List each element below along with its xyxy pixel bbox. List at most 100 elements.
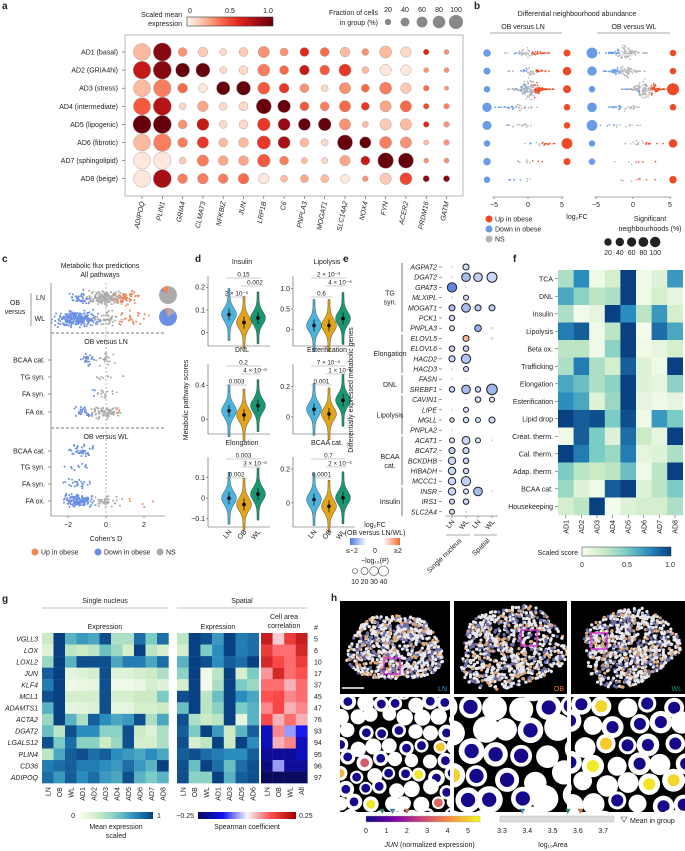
flux-point — [91, 501, 94, 504]
cell-outline — [344, 809, 357, 812]
cell-marker — [465, 633, 469, 637]
heatmap-cell — [122, 713, 135, 726]
cell-marker — [391, 659, 395, 664]
heatmap-cell — [122, 667, 135, 680]
cell-marker — [408, 656, 412, 661]
gene-label: PRDM16 — [418, 201, 431, 230]
flux-point — [105, 294, 108, 297]
flux-point — [117, 322, 120, 325]
cell-marker — [396, 652, 401, 656]
row-label: Housekeeping — [508, 504, 553, 511]
flux-point — [120, 313, 123, 316]
flux-point — [82, 297, 85, 300]
flux-point — [126, 296, 129, 299]
cell-marker — [542, 666, 546, 671]
dot — [320, 47, 330, 57]
flux-point — [107, 498, 110, 501]
heatmap-cell — [636, 427, 652, 446]
cell-marker — [401, 630, 405, 634]
group-label: DNL — [383, 382, 397, 389]
cell-marker — [431, 638, 435, 643]
neighbourhood-point — [615, 126, 618, 128]
flux-point — [80, 455, 83, 458]
significant-up-dot — [669, 67, 677, 75]
heatmap-cell — [76, 760, 89, 772]
cell-marker — [360, 669, 365, 674]
heatmap-cell — [212, 656, 224, 668]
cell-marker — [416, 653, 420, 657]
flux-point — [76, 312, 79, 315]
neighbourhood-point — [626, 68, 629, 71]
gene-label: PNPLA2 — [410, 428, 437, 435]
neighbourhood-point — [644, 92, 646, 95]
neighbourhood-point — [530, 86, 532, 89]
heatmap-cell — [558, 357, 574, 376]
colorbar-title: expression — [148, 21, 182, 28]
cell-marker — [537, 671, 542, 675]
colorbar-tick: 1.0 — [263, 8, 273, 15]
cell-marker — [529, 647, 534, 652]
heatmap-cell — [53, 771, 66, 784]
flux-point — [61, 317, 64, 320]
cell-marker — [548, 642, 552, 646]
dot — [132, 115, 152, 134]
heatmap-cell — [573, 357, 590, 376]
cell-marker — [356, 669, 361, 673]
heatmap-cell — [65, 644, 77, 657]
significant-down-dot — [588, 158, 596, 165]
gene-count: 37 — [314, 682, 322, 689]
cell-marker — [436, 664, 441, 668]
cell-marker — [554, 642, 558, 646]
flux-point — [81, 485, 84, 488]
neighbourhood-point — [533, 96, 536, 99]
neighbourhood-point — [552, 142, 554, 145]
heatmap-cell — [235, 771, 248, 784]
heatmap-cell — [76, 633, 89, 645]
neighbourhood-point — [537, 92, 540, 94]
neighbourhood-point — [543, 144, 545, 147]
gene-dot — [486, 271, 498, 283]
cell-marker — [438, 647, 442, 652]
flux-point — [107, 297, 110, 300]
gene-dot — [465, 378, 467, 381]
heatmap-cell — [134, 748, 146, 761]
cell-marker — [385, 617, 389, 621]
heatmap-cell — [177, 760, 189, 772]
column-label: OB — [192, 787, 199, 797]
flux-point — [118, 320, 121, 323]
size-legend-tick: 60 — [628, 250, 636, 257]
flux-point — [93, 408, 96, 411]
y-tick-label: 0 — [286, 414, 290, 421]
cell-marker — [390, 654, 394, 658]
heatmap-cell — [65, 760, 77, 772]
cell-expression-dot — [425, 697, 435, 706]
cell-marker — [529, 633, 533, 637]
neighbourhood-point — [526, 177, 528, 180]
neighbourhood-point — [528, 50, 531, 53]
gene-count: 10 — [314, 659, 322, 666]
neighbourhood-point — [529, 80, 532, 83]
heatmap-cell — [667, 322, 683, 341]
heatmap-cell — [42, 748, 54, 761]
flux-point — [78, 478, 81, 481]
flux-point — [100, 498, 103, 501]
neighbourhood-point — [536, 90, 539, 93]
flux-point — [70, 322, 73, 325]
heatmap-cell — [122, 736, 135, 749]
cell-marker — [502, 640, 506, 644]
significant-down-dot — [483, 176, 491, 183]
flux-point — [67, 449, 70, 452]
neighbourhood-point — [511, 105, 514, 108]
neighbourhood-point — [638, 106, 641, 109]
heatmap-cell — [558, 462, 574, 481]
colorbar-title: Mean expression — [89, 824, 142, 831]
heatmap-cell — [145, 690, 158, 703]
x-axis-label: Cohen's D — [90, 536, 122, 543]
cell-marker — [422, 643, 426, 647]
flux-point — [98, 296, 101, 299]
cell-marker — [476, 680, 480, 684]
dot — [423, 157, 429, 164]
cell-marker — [377, 631, 381, 635]
heatmap-cell — [99, 736, 112, 749]
gene-label: HACD2 — [413, 356, 437, 363]
